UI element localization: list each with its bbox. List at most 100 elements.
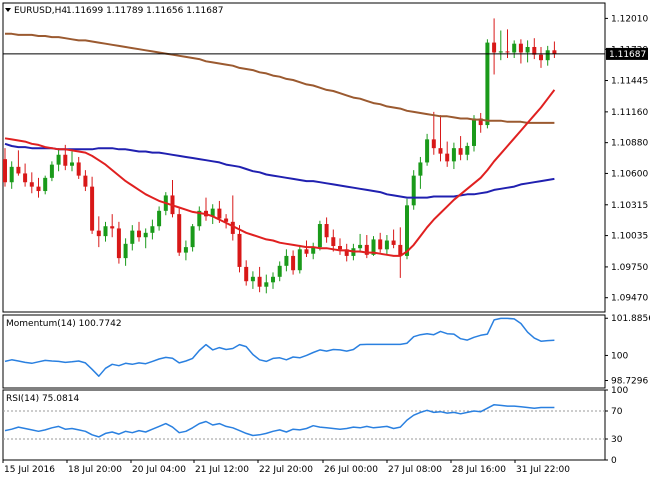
candle-body <box>150 226 155 233</box>
candle-body <box>9 166 14 183</box>
candle-body <box>438 148 443 154</box>
candle-body <box>244 266 249 282</box>
candle-body <box>70 162 74 166</box>
candle-body <box>552 50 557 54</box>
candle-body <box>304 249 309 254</box>
candle-body <box>137 230 141 238</box>
candle-body <box>157 210 162 227</box>
price-chart <box>3 18 605 294</box>
current-price-label: 1.11687 <box>609 50 646 60</box>
candle-body <box>445 153 450 162</box>
candle-body <box>398 244 403 256</box>
candle-body <box>277 265 282 277</box>
momentum-line <box>4 317 555 377</box>
candle-body <box>418 162 423 176</box>
rsi-y-tick-label: 70 <box>611 407 623 417</box>
momentum-y-tick-label: 100 <box>611 351 628 361</box>
rsi-panel: RSI(14) 75.0814 <box>3 394 605 440</box>
candle-body <box>431 139 436 149</box>
rsi-title: RSI(14) 75.0814 <box>6 394 79 404</box>
candle-body <box>183 247 188 253</box>
candle-body <box>371 239 376 255</box>
x-tick-label: 26 Jul 00:00 <box>324 465 378 475</box>
sma-brown-line <box>5 32 555 124</box>
rsi-line <box>4 403 555 438</box>
candle-body <box>224 218 229 222</box>
candle-body <box>498 51 503 53</box>
candle-body <box>451 148 456 162</box>
candle-body <box>391 240 396 245</box>
candle-body <box>29 182 34 187</box>
candle-body <box>23 173 28 183</box>
candle-body <box>324 224 329 238</box>
candle-body <box>110 226 115 229</box>
candle-body <box>197 210 202 227</box>
y-tick-label: 1.10600 <box>611 169 648 179</box>
sma-red-line <box>4 89 556 257</box>
candle-body <box>284 255 289 266</box>
candle-body <box>76 162 81 176</box>
candle-body <box>518 43 523 53</box>
y-tick-label: 1.10880 <box>611 139 648 149</box>
candle-body <box>505 51 510 53</box>
x-tick-label: 15 Jul 2016 <box>4 465 55 475</box>
candle-body <box>83 175 88 187</box>
candle-body <box>63 154 68 166</box>
rsi-y-tick-label: 0 <box>611 456 617 466</box>
candle-body <box>56 154 61 165</box>
x-tick-label: 28 Jul 16:00 <box>452 465 506 475</box>
y-tick-label: 1.09470 <box>611 294 648 304</box>
candle-body <box>90 186 95 231</box>
candle-body <box>123 243 128 259</box>
candle-body <box>3 159 7 183</box>
x-tick-label: 27 Jul 08:00 <box>388 465 442 475</box>
x-tick-label: 20 Jul 04:00 <box>132 465 186 475</box>
candle-body <box>344 249 349 256</box>
chevron-down-icon[interactable] <box>5 8 11 12</box>
candle-body <box>257 276 262 287</box>
rsi-y-tick-label: 100 <box>611 386 628 396</box>
candle-body <box>364 244 369 255</box>
candle-body <box>230 221 235 234</box>
momentum-y-tick-label: 101.8856 <box>611 314 650 324</box>
candle-body <box>311 247 316 254</box>
candle-body <box>492 42 497 53</box>
y-tick-label: 1.11160 <box>611 108 648 118</box>
momentum-y-tick-label: 98.7296 <box>611 377 648 387</box>
axes: 1.120101.117291.114451.111601.108801.106… <box>2 14 650 475</box>
symbol-timeframe: EURUSD,H4 <box>14 6 67 16</box>
candle-body <box>264 282 269 287</box>
candle-body <box>338 246 342 250</box>
candle-body <box>116 228 121 259</box>
candle-body <box>210 208 215 217</box>
sma-blue-line <box>4 142 555 199</box>
candle-body <box>512 43 517 53</box>
candle-body <box>532 46 537 55</box>
price-panel-frame <box>2 2 606 313</box>
candle-body <box>237 233 242 267</box>
candle-body <box>16 166 21 174</box>
candle-body <box>317 224 322 248</box>
candle-body <box>425 139 430 163</box>
candle-body <box>545 50 550 61</box>
candle-body <box>43 177 48 192</box>
x-tick-label: 22 Jul 20:00 <box>259 465 313 475</box>
y-tick-label: 1.10315 <box>611 201 648 211</box>
candle-body <box>478 118 483 126</box>
y-tick-label: 1.12010 <box>611 14 648 24</box>
x-tick-label: 21 Jul 12:00 <box>195 465 249 475</box>
y-tick-label: 1.10035 <box>611 232 648 242</box>
candle-body <box>465 145 470 155</box>
momentum-panel: Momentum(14) 100.7742 <box>4 317 555 377</box>
candle-body <box>485 42 490 126</box>
candle-body <box>49 164 54 178</box>
candle-body <box>378 239 383 250</box>
current-price-badge <box>606 47 648 60</box>
candle-body <box>36 186 41 192</box>
candle-body <box>130 230 135 244</box>
candle-body <box>539 54 543 61</box>
y-tick-label: 1.11445 <box>611 77 648 87</box>
candle-body <box>411 175 416 206</box>
